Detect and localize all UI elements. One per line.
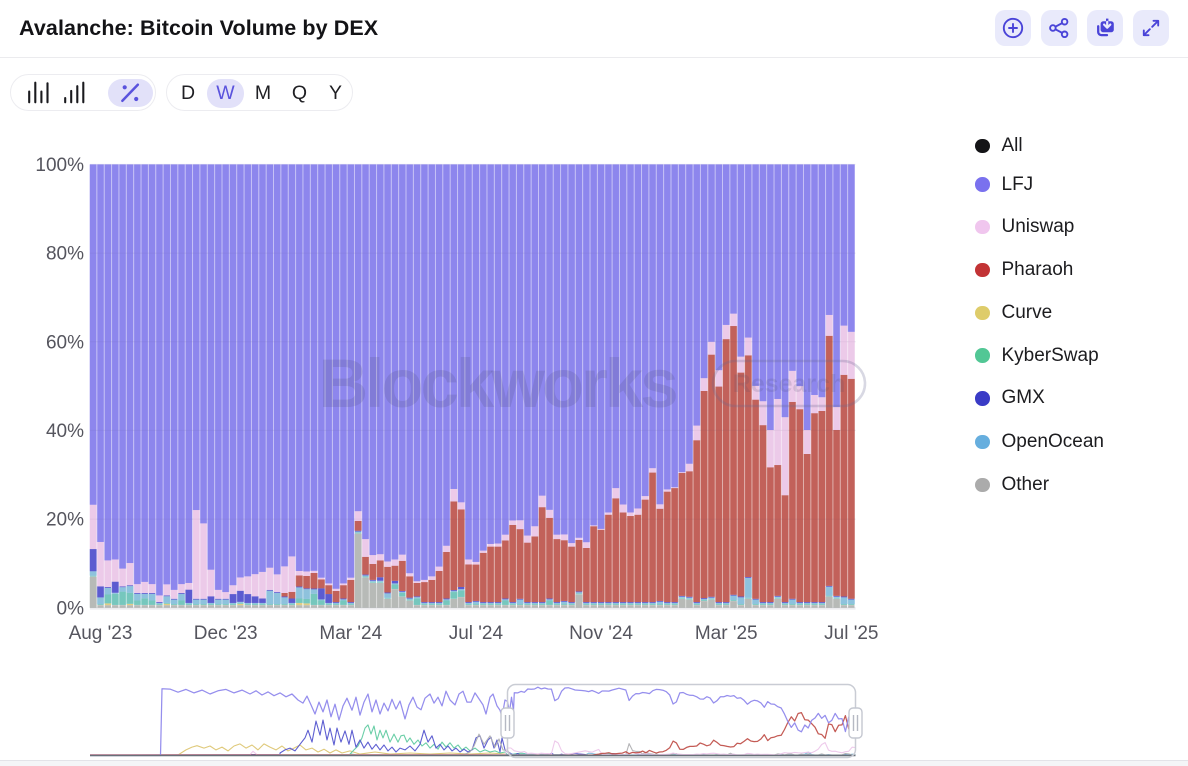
svg-text:Research: Research xyxy=(733,370,846,398)
svg-text:20%: 20% xyxy=(46,510,84,531)
svg-text:60%: 60% xyxy=(46,332,84,353)
svg-text:Nov '24: Nov '24 xyxy=(569,623,633,644)
svg-text:Aug '23: Aug '23 xyxy=(69,623,133,644)
svg-text:0%: 0% xyxy=(57,598,85,619)
svg-text:40%: 40% xyxy=(46,421,84,442)
svg-text:Blockworks: Blockworks xyxy=(318,345,676,422)
svg-text:100%: 100% xyxy=(35,155,84,176)
svg-text:Jul '24: Jul '24 xyxy=(449,623,504,644)
svg-text:80%: 80% xyxy=(46,244,84,265)
svg-text:Jul '25: Jul '25 xyxy=(824,623,878,644)
svg-text:Dec '23: Dec '23 xyxy=(194,623,258,644)
svg-text:Mar '25: Mar '25 xyxy=(695,623,758,644)
svg-text:Mar '24: Mar '24 xyxy=(319,623,382,644)
